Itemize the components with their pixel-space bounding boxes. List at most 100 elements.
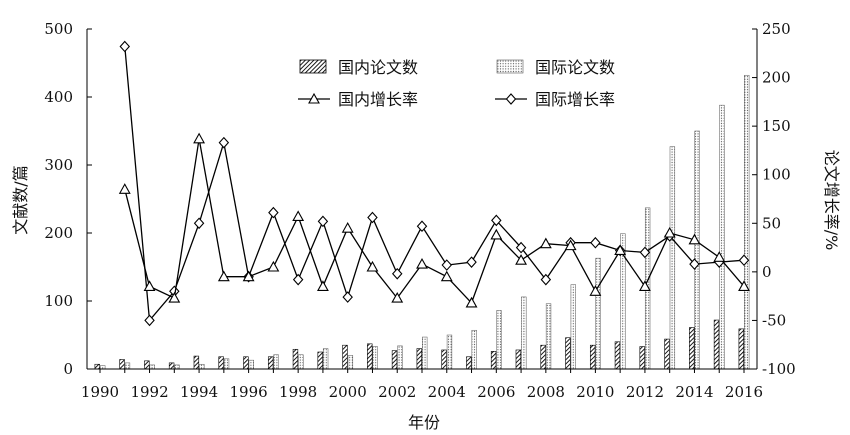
- domestic-rate-point-1995: [217, 270, 230, 282]
- bar-international-2013: [669, 146, 676, 370]
- y2-tick-label-150: 150: [762, 117, 791, 135]
- domestic-rate-point-1997: [267, 260, 280, 272]
- domestic-rate-point-2008: [539, 237, 552, 249]
- y2-tick-label-50: 50: [762, 214, 781, 232]
- domestic-rate-point-1994: [193, 132, 206, 144]
- international-rate-point-1999: [317, 215, 329, 228]
- bar-international-1993: [174, 364, 180, 370]
- bar-domestic-1996: [243, 356, 249, 370]
- domestic-rate-line: [124, 138, 745, 305]
- y2-tick-label--50: -50: [762, 311, 786, 329]
- bar-international-2005: [471, 329, 477, 370]
- bar-international-2004: [446, 334, 453, 370]
- y2-tick-label-200: 200: [762, 69, 791, 87]
- bar-domestic-2003: [416, 348, 422, 370]
- domestic-rate-point-1993: [168, 291, 181, 303]
- x-tick-label-2012: 2012: [626, 383, 664, 401]
- x-axis-title: 年份: [408, 413, 440, 432]
- bar-domestic-1995: [218, 356, 224, 370]
- domestic-rate-point-2001: [366, 260, 379, 272]
- y-tick-label-200: 200: [44, 224, 73, 242]
- bar-domestic-2007: [515, 349, 522, 370]
- x-tick-label-2016: 2016: [725, 383, 763, 401]
- y-tick-label-0: 0: [63, 360, 73, 378]
- legend-item-2: 国内增长率: [298, 90, 418, 109]
- lines-layer: [118, 40, 750, 327]
- international-rate-point-2012: [639, 246, 651, 259]
- international-rate-point-1994: [193, 217, 205, 230]
- legend-label-0: 国内论文数: [338, 58, 418, 77]
- domestic-rate-point-2002: [391, 291, 404, 303]
- x-tick-label-2010: 2010: [576, 383, 614, 401]
- x-tick-label-2008: 2008: [527, 383, 565, 401]
- international-rate-point-1998: [292, 273, 304, 286]
- bar-domestic-1991: [119, 359, 125, 370]
- international-rate-point-1992: [144, 314, 155, 327]
- x-tick-label-2004: 2004: [428, 383, 466, 401]
- bar-international-1991: [124, 362, 131, 370]
- y2-tick-label--100: -100: [762, 360, 796, 378]
- bar-domestic-2015: [713, 319, 720, 370]
- domestic-rate-point-2016: [738, 280, 750, 291]
- x-tick-label-1998: 1998: [279, 383, 317, 401]
- domestic-rate-point-2004: [440, 270, 453, 282]
- bar-international-2009: [570, 284, 576, 370]
- domestic-rate-point-2007: [515, 254, 528, 265]
- bar-international-2007: [521, 296, 527, 370]
- legend-item-0: 国内论文数: [299, 58, 418, 77]
- bar-domestic-2009: [565, 337, 571, 370]
- domestic-rate-point-2005: [465, 296, 478, 308]
- bar-international-2001: [372, 346, 378, 370]
- bar-domestic-1998: [292, 348, 299, 370]
- bar-domestic-2008: [540, 344, 546, 370]
- y2-tick-label-100: 100: [762, 166, 791, 184]
- bar-domestic-2010: [589, 344, 596, 370]
- x-tick-label-2006: 2006: [477, 383, 515, 401]
- axes-layer: 0 100 200 300 400 500 -100 -50 0 50 100 150 200 250 19…: [11, 20, 841, 432]
- international-rate-point-2014: [689, 258, 700, 270]
- legend-item-1: 国际论文数: [496, 58, 615, 77]
- international-rate-point-2000: [342, 291, 353, 303]
- legend-label-1: 国际论文数: [535, 58, 615, 77]
- bar-international-1995: [223, 358, 230, 370]
- bar-domestic-2000: [342, 344, 348, 370]
- y-axis-title: 文献数/篇: [11, 165, 30, 234]
- y2-tick-label-0: 0: [762, 263, 772, 281]
- bar-international-1998: [298, 354, 304, 370]
- international-rate-point-2016: [738, 254, 750, 267]
- bar-international-2014: [694, 130, 700, 370]
- international-rate-point-2007: [515, 241, 527, 254]
- domestic-rate-point-2012: [638, 280, 651, 291]
- domestic-rate-point-2011: [614, 244, 627, 256]
- y-tick-label-300: 300: [44, 156, 73, 174]
- bar-international-1990: [100, 365, 106, 370]
- bar-international-2008: [545, 303, 552, 370]
- bar-domestic-1993: [168, 362, 175, 370]
- x-tick-label-2002: 2002: [378, 383, 416, 401]
- legend-item-3: 国际增长率: [495, 90, 615, 109]
- legend-label-2: 国内增长率: [338, 90, 418, 109]
- bar-domestic-1999: [317, 351, 323, 370]
- legend-swatch-domestic-count: [299, 59, 327, 74]
- y-tick-label-100: 100: [44, 292, 73, 310]
- bars-layer: [94, 74, 750, 370]
- bar-international-2003: [422, 336, 428, 370]
- international-rate-point-2005: [466, 256, 477, 268]
- domestic-rate-point-2014: [688, 233, 701, 245]
- international-rate-point-2010: [590, 236, 601, 249]
- bar-domestic-2004: [441, 349, 447, 370]
- y-tick-label-500: 500: [44, 20, 73, 38]
- international-rate-line: [124, 46, 745, 322]
- international-rate-point-2001: [367, 211, 378, 224]
- bar-international-1999: [322, 348, 329, 370]
- domestic-rate-point-1996: [242, 270, 255, 282]
- domestic-rate-point-2013: [663, 226, 676, 238]
- x-tick-label-1990: 1990: [81, 383, 119, 401]
- y-tick-label-400: 400: [44, 88, 73, 106]
- x-tick-label-2000: 2000: [329, 383, 367, 401]
- bar-international-2010: [595, 257, 601, 370]
- domestic-rate-point-2015: [713, 251, 726, 262]
